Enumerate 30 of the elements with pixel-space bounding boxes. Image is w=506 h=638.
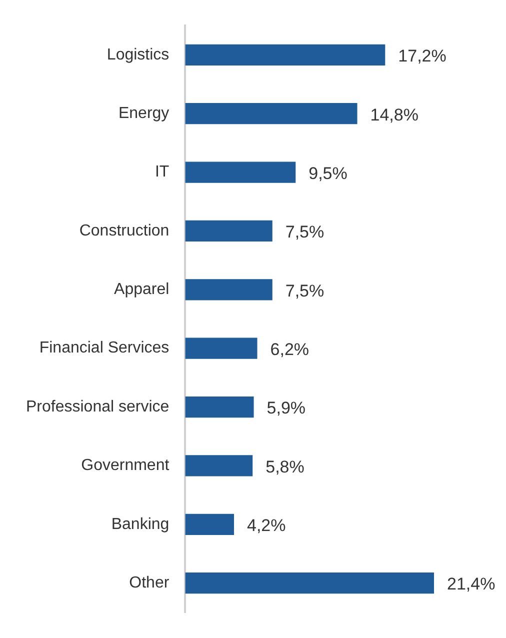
data-label: 21,4% (447, 574, 496, 594)
bar (185, 44, 386, 66)
bar (185, 162, 296, 183)
bar (185, 279, 272, 300)
bar (185, 220, 272, 242)
y-tick-label: Financial Services (39, 340, 170, 357)
y-tick-label: Construction (79, 222, 170, 240)
y-tick-label: Banking (111, 516, 170, 533)
y-tick-label: Professional service (26, 398, 170, 416)
bar (185, 396, 254, 418)
y-tick-label: Logistics (106, 46, 170, 64)
bar (185, 103, 358, 124)
data-label: 7,5% (285, 281, 324, 300)
data-label: 5,9% (266, 398, 306, 418)
y-tick-label: Other (129, 574, 170, 592)
data-label: 14,8% (370, 105, 418, 124)
y-tick-label: Government (81, 457, 170, 474)
data-label: 4,2% (247, 516, 286, 536)
data-label: 6,2% (270, 340, 310, 360)
y-tick-label: Apparel (114, 281, 170, 298)
bar (185, 572, 434, 594)
data-label: 7,5% (285, 222, 324, 242)
bar (185, 514, 234, 535)
y-tick-label: Energy (118, 105, 170, 122)
y-tick-label: IT (154, 164, 170, 181)
data-label: 9,5% (308, 164, 348, 183)
data-label: 17,2% (398, 46, 446, 66)
bar (185, 338, 258, 359)
bar (185, 455, 253, 476)
data-label: 5,8% (266, 457, 304, 476)
